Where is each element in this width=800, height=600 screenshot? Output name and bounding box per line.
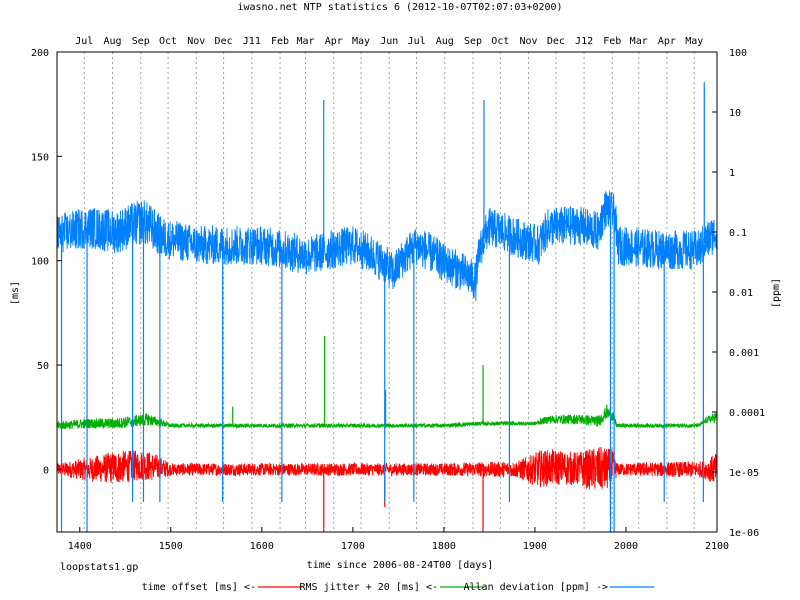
month-tick-label: May <box>685 36 703 47</box>
legend-item: Allan deviation [ppm] -> <box>464 582 654 593</box>
month-tick-label: Aug <box>436 36 454 47</box>
x-tick-label: 1900 <box>523 541 547 552</box>
series-line <box>56 446 718 491</box>
x-axis-label: time since 2006-08-24T00 [days] <box>307 560 494 571</box>
series-2 <box>56 335 718 430</box>
month-tick-label: J11 <box>243 36 261 47</box>
y2-tick-label: 0.001 <box>729 348 759 359</box>
month-tick-label: Jun <box>380 36 398 47</box>
y2-tick-label: 100 <box>729 48 747 59</box>
y2-tick-label: 0.0001 <box>729 408 765 419</box>
series-1 <box>56 446 718 532</box>
y-tick-label: 0 <box>43 465 49 476</box>
y2-tick-label: 1e-05 <box>729 468 759 479</box>
month-tick-label: Jul <box>408 36 426 47</box>
month-tick-label: J12 <box>575 36 593 47</box>
month-tick-label: Feb <box>271 36 289 47</box>
month-tick-label: May <box>352 36 370 47</box>
series-line <box>56 190 718 302</box>
month-tick-label: Feb <box>603 36 621 47</box>
x-tick-label: 2000 <box>614 541 638 552</box>
month-tick-label: Apr <box>325 36 343 47</box>
month-tick-label: Apr <box>658 36 676 47</box>
month-tick-label: Nov <box>187 36 205 47</box>
legend-label: time offset [ms] <- <box>142 582 256 593</box>
y2-tick-label: 0.01 <box>729 288 753 299</box>
legend-label: RMS jitter + 20 [ms] <- <box>300 582 438 593</box>
y2-tick-label: 10 <box>729 108 741 119</box>
y2-tick-label: 1e-06 <box>729 528 759 539</box>
month-tick-label: Sep <box>464 36 482 47</box>
month-tick-label: Oct <box>159 36 177 47</box>
series-line <box>56 407 718 430</box>
month-tick-label: Aug <box>103 36 121 47</box>
month-tick-label: Nov <box>520 36 538 47</box>
y2-tick-label: 0.1 <box>729 228 747 239</box>
x-tick-label: 2100 <box>705 541 729 552</box>
x-tick-label: 1600 <box>250 541 274 552</box>
chart-title: iwasno.net NTP statistics 6 (2012-10-07T… <box>237 2 562 13</box>
month-tick-label: Oct <box>491 36 509 47</box>
month-tick-label: Jul <box>75 36 93 47</box>
y2-tick-label: 1 <box>729 168 735 179</box>
y-tick-label: 150 <box>31 152 49 163</box>
month-tick-label: Dec <box>215 36 233 47</box>
footer-label: loopstats1.gp <box>60 562 138 573</box>
y-tick-label: 100 <box>31 257 49 268</box>
x-tick-label: 1500 <box>159 541 183 552</box>
month-tick-label: Mar <box>296 36 314 47</box>
x-tick-label: 1800 <box>432 541 456 552</box>
y-tick-label: 50 <box>37 361 49 372</box>
x-tick-label: 1400 <box>68 541 92 552</box>
month-tick-label: Mar <box>630 36 648 47</box>
legend-item: time offset [ms] <- <box>142 582 302 593</box>
legend-item: RMS jitter + 20 [ms] <- <box>300 582 484 593</box>
y-tick-label: 200 <box>31 48 49 59</box>
y2-axis-label: [ppm] <box>771 278 782 308</box>
legend-label: Allan deviation [ppm] -> <box>464 582 609 593</box>
y-axis-label: [ms] <box>10 281 21 305</box>
series-3 <box>56 82 718 532</box>
month-tick-label: Dec <box>547 36 565 47</box>
x-tick-label: 1700 <box>341 541 365 552</box>
month-tick-label: Sep <box>132 36 150 47</box>
